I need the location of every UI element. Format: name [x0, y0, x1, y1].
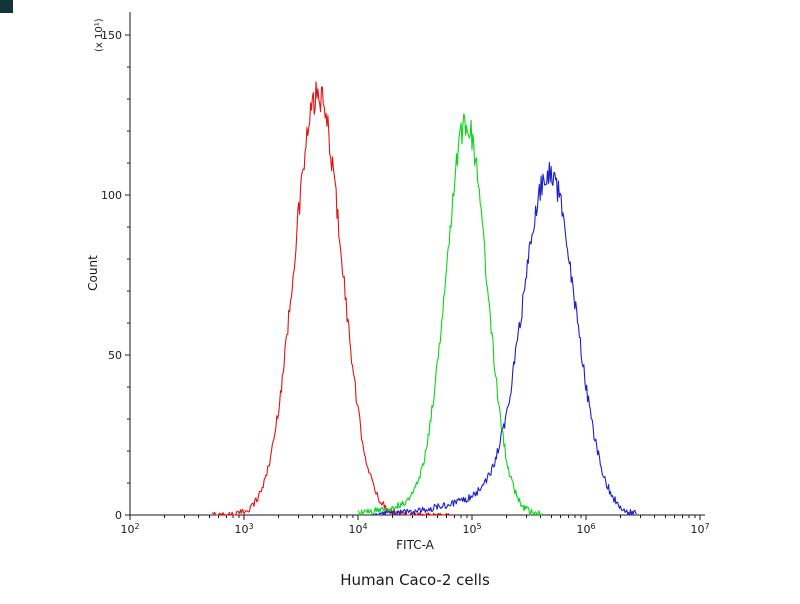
x-tick-label: 106	[576, 522, 595, 536]
axes	[129, 12, 705, 516]
corner-mark	[0, 0, 13, 13]
histogram-curves	[211, 81, 638, 516]
curve-red-peak	[211, 81, 450, 516]
chart-title: Human Caco-2 cells	[340, 571, 490, 589]
x-tick-label: 103	[234, 522, 253, 536]
y-axis-multiplier: (x 10¹)	[94, 18, 105, 52]
x-tick-label: 104	[348, 522, 367, 536]
x-tick-label: 102	[120, 522, 139, 536]
y-tick-label: 150	[101, 29, 122, 42]
curve-blue-peak	[374, 161, 638, 516]
y-tick-label: 50	[108, 349, 122, 362]
x-axis-label: FITC-A	[396, 538, 435, 552]
y-axis-label: Count	[86, 255, 100, 291]
y-tick-label: 100	[101, 189, 122, 202]
x-tick-label: 107	[690, 522, 709, 536]
axis-ticks	[125, 34, 701, 520]
y-tick-label: 0	[115, 509, 122, 522]
curve-green-peak	[357, 113, 543, 516]
axis-tick-labels: 102 103 104 105 106 107 0 50 100 150	[101, 29, 710, 536]
x-tick-label: 105	[462, 522, 481, 536]
